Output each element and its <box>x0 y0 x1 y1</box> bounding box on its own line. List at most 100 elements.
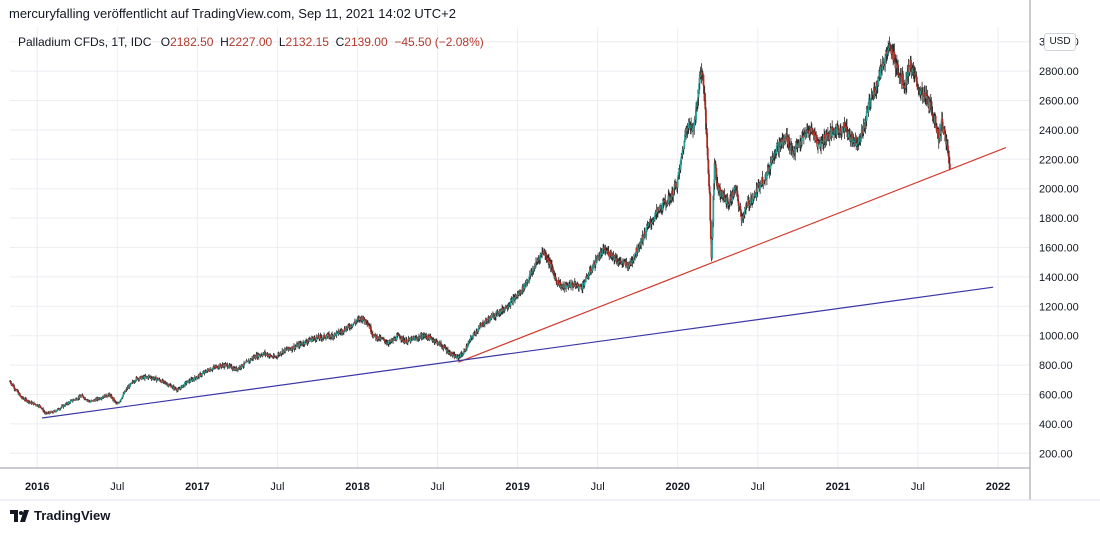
candle-body <box>788 147 791 150</box>
candle-body <box>776 143 779 146</box>
candle-body <box>913 70 915 75</box>
candle-body <box>839 128 842 134</box>
candle-body <box>123 391 126 394</box>
candle-body <box>269 354 272 356</box>
candle-body <box>510 299 513 302</box>
candle-body <box>764 179 766 181</box>
candle-body <box>824 138 827 142</box>
candle-body <box>370 331 373 334</box>
candle-body <box>946 141 949 146</box>
candle-body <box>158 379 161 381</box>
candle-body <box>575 284 577 288</box>
candle-body <box>228 364 231 366</box>
candle-body <box>581 283 584 289</box>
candle-body <box>97 398 100 400</box>
currency-badge[interactable]: USD <box>1044 33 1076 51</box>
candle-body <box>47 412 50 414</box>
candle-body <box>744 208 747 211</box>
candle-body <box>711 221 714 239</box>
candle-body <box>682 149 685 151</box>
candle-body <box>506 307 509 309</box>
candle-body <box>631 261 634 263</box>
candle-body <box>826 134 829 136</box>
candle-body <box>482 325 485 326</box>
candle-body <box>479 325 481 328</box>
candle-body <box>119 400 122 402</box>
candle-body <box>552 271 555 274</box>
candle-body <box>603 247 606 252</box>
candle-body <box>39 405 42 407</box>
candle-body <box>847 131 850 138</box>
candle-body <box>881 69 883 71</box>
candle-body <box>610 251 612 256</box>
candle-body <box>848 131 851 134</box>
tradingview-logo[interactable]: TradingView <box>10 508 110 523</box>
candle-body <box>122 393 125 396</box>
candle-body <box>692 127 695 129</box>
candle-body <box>134 380 137 382</box>
candle-body <box>733 189 736 195</box>
candle-body <box>897 64 899 73</box>
candle-body <box>474 333 476 335</box>
candle-body <box>384 340 386 343</box>
candle-body <box>637 247 640 249</box>
candle-body <box>482 322 484 326</box>
candle-body <box>143 375 146 379</box>
candle-body <box>614 255 617 260</box>
candle-body <box>852 133 855 139</box>
candle-body <box>662 200 665 203</box>
candle-body <box>257 354 260 358</box>
candle-body <box>836 126 839 135</box>
candle-body <box>451 355 454 356</box>
candle-body <box>406 342 409 344</box>
y-tick-label: 1600.00 <box>1039 243 1079 255</box>
candle-body <box>520 292 523 294</box>
candle-body <box>315 337 318 341</box>
candle-body <box>163 381 166 383</box>
candle-body <box>347 324 350 327</box>
candle-body <box>758 183 761 189</box>
candle-body <box>544 251 547 256</box>
legend-symbol[interactable]: Palladium CFDs, 1T, IDC <box>18 35 152 49</box>
candle-body <box>435 340 438 342</box>
candle-body <box>84 397 87 400</box>
candle-body <box>593 261 596 267</box>
candle-body <box>887 50 890 55</box>
candle-body <box>404 341 407 343</box>
candle-body <box>74 398 77 400</box>
candle-body <box>403 340 406 343</box>
candle-body <box>346 326 349 329</box>
candle-body <box>509 301 512 306</box>
candle-body <box>594 264 596 267</box>
candle-body <box>636 247 638 253</box>
candle-body <box>599 252 602 258</box>
candle-body <box>862 133 864 134</box>
candle-body <box>857 143 859 145</box>
candle-body <box>768 167 771 172</box>
candle-body <box>834 128 837 134</box>
candle-body <box>462 351 465 354</box>
candle-body <box>679 160 682 170</box>
candle-body <box>352 323 355 325</box>
candle-body <box>121 397 123 399</box>
candle-body <box>203 371 206 374</box>
legend-high-label: H <box>220 35 229 49</box>
candle-body <box>279 353 282 355</box>
x-tick-label: Jul <box>911 481 925 493</box>
y-tick-label: 2200.00 <box>1039 154 1079 166</box>
candle-body <box>563 285 566 289</box>
candle-body <box>638 246 641 248</box>
candle-body <box>16 389 19 392</box>
candle-body <box>843 122 846 132</box>
candle-body <box>854 140 856 142</box>
x-tick-label: Jul <box>591 481 605 493</box>
candle-body <box>429 336 431 340</box>
candle-body <box>110 395 113 399</box>
candle-body <box>539 254 542 261</box>
candle-body <box>252 356 255 359</box>
candle-body <box>340 330 343 333</box>
candle-body <box>906 72 909 84</box>
candle-body <box>584 281 587 283</box>
legend-close-value: 2139.00 <box>344 35 388 49</box>
